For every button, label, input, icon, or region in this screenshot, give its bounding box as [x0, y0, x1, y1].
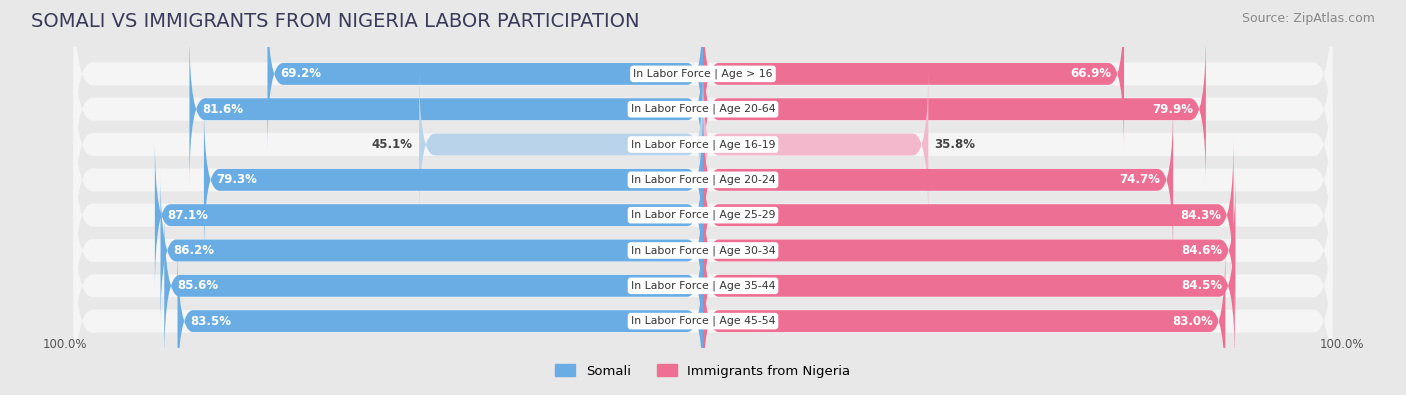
Text: 87.1%: 87.1% [167, 209, 208, 222]
FancyBboxPatch shape [73, 0, 1333, 168]
FancyBboxPatch shape [73, 227, 1333, 395]
FancyBboxPatch shape [73, 50, 1333, 239]
FancyBboxPatch shape [703, 244, 1226, 395]
FancyBboxPatch shape [73, 191, 1333, 380]
Text: SOMALI VS IMMIGRANTS FROM NIGERIA LABOR PARTICIPATION: SOMALI VS IMMIGRANTS FROM NIGERIA LABOR … [31, 12, 640, 31]
Text: 84.5%: 84.5% [1181, 279, 1222, 292]
FancyBboxPatch shape [703, 102, 1173, 257]
Text: In Labor Force | Age 25-29: In Labor Force | Age 25-29 [631, 210, 775, 220]
Text: 83.5%: 83.5% [190, 314, 231, 327]
FancyBboxPatch shape [190, 32, 703, 186]
FancyBboxPatch shape [703, 32, 1206, 186]
FancyBboxPatch shape [165, 209, 703, 363]
Text: 81.6%: 81.6% [202, 103, 243, 116]
Text: In Labor Force | Age 35-44: In Labor Force | Age 35-44 [631, 280, 775, 291]
Text: 84.3%: 84.3% [1180, 209, 1220, 222]
FancyBboxPatch shape [73, 85, 1333, 274]
Text: 100.0%: 100.0% [1319, 338, 1364, 351]
FancyBboxPatch shape [703, 173, 1236, 328]
FancyBboxPatch shape [703, 67, 928, 222]
Text: 35.8%: 35.8% [935, 138, 976, 151]
Text: 79.9%: 79.9% [1153, 103, 1194, 116]
Text: 86.2%: 86.2% [173, 244, 214, 257]
FancyBboxPatch shape [204, 102, 703, 257]
Text: 74.7%: 74.7% [1119, 173, 1160, 186]
Text: Source: ZipAtlas.com: Source: ZipAtlas.com [1241, 12, 1375, 25]
Text: 84.6%: 84.6% [1181, 244, 1223, 257]
Text: 69.2%: 69.2% [280, 68, 321, 81]
FancyBboxPatch shape [419, 67, 703, 222]
FancyBboxPatch shape [155, 138, 703, 293]
FancyBboxPatch shape [73, 15, 1333, 204]
Text: In Labor Force | Age 20-64: In Labor Force | Age 20-64 [631, 104, 775, 115]
Text: In Labor Force | Age 20-24: In Labor Force | Age 20-24 [631, 175, 775, 185]
FancyBboxPatch shape [73, 156, 1333, 345]
Text: 45.1%: 45.1% [371, 138, 413, 151]
Text: In Labor Force | Age 30-34: In Labor Force | Age 30-34 [631, 245, 775, 256]
Text: In Labor Force | Age 45-54: In Labor Force | Age 45-54 [631, 316, 775, 326]
Text: 100.0%: 100.0% [42, 338, 87, 351]
FancyBboxPatch shape [73, 121, 1333, 310]
FancyBboxPatch shape [703, 138, 1233, 293]
Text: 85.6%: 85.6% [177, 279, 218, 292]
FancyBboxPatch shape [177, 244, 703, 395]
Text: In Labor Force | Age > 16: In Labor Force | Age > 16 [633, 69, 773, 79]
FancyBboxPatch shape [160, 173, 703, 328]
FancyBboxPatch shape [267, 0, 703, 151]
Text: 79.3%: 79.3% [217, 173, 257, 186]
Text: 83.0%: 83.0% [1171, 314, 1213, 327]
FancyBboxPatch shape [703, 0, 1123, 151]
FancyBboxPatch shape [703, 209, 1234, 363]
Text: In Labor Force | Age 16-19: In Labor Force | Age 16-19 [631, 139, 775, 150]
Text: 66.9%: 66.9% [1070, 68, 1112, 81]
Legend: Somali, Immigrants from Nigeria: Somali, Immigrants from Nigeria [550, 359, 856, 383]
